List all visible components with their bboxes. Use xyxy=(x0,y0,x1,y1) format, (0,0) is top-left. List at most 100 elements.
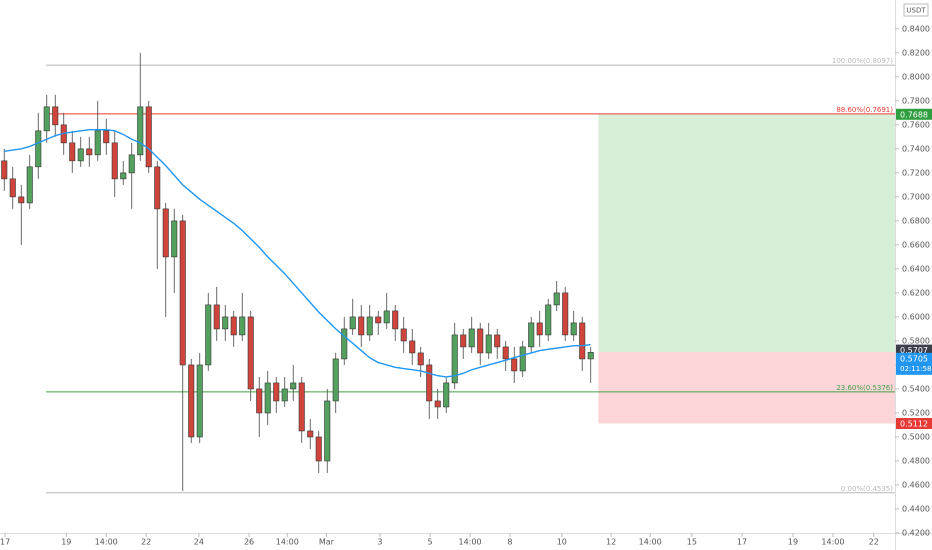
x-tick-label: 10 xyxy=(557,538,567,547)
candle-body xyxy=(247,316,254,390)
candle-body xyxy=(52,106,59,126)
y-tick-label: 0.6600 xyxy=(902,240,930,249)
candle-body xyxy=(315,436,322,462)
candle-body xyxy=(460,334,467,348)
fib-label: 0.00%(0.4535) xyxy=(841,485,893,493)
y-tick-label: 0.6800 xyxy=(902,216,930,225)
price-label: 0.7688 xyxy=(900,110,928,119)
x-tick-label: 17 xyxy=(737,538,747,547)
y-tick-label: 0.7000 xyxy=(902,192,930,201)
candle-body xyxy=(468,328,475,348)
x-tick-label: 19 xyxy=(61,538,71,547)
candle-body xyxy=(502,346,509,360)
candle-body xyxy=(545,304,552,336)
candle-body xyxy=(281,388,288,402)
candle-body xyxy=(69,142,76,162)
y-tick-label: 0.4800 xyxy=(902,456,930,465)
countdown: 02:11:58 xyxy=(900,365,931,373)
y-tick-label: 0.8400 xyxy=(902,24,930,33)
x-tick-label: 26 xyxy=(244,538,254,547)
candle-body xyxy=(426,364,433,402)
currency: USDT xyxy=(906,7,926,15)
y-tick-label: 0.5800 xyxy=(902,336,930,345)
y-tick-label: 0.6000 xyxy=(902,312,930,321)
x-tick-label: 12 xyxy=(606,538,616,547)
candle-body xyxy=(213,304,220,330)
x-tick-label: 14:00 xyxy=(276,538,299,547)
y-tick-label: 0.4400 xyxy=(902,504,930,513)
candle-body xyxy=(111,142,118,180)
y-tick-label: 0.7800 xyxy=(902,96,930,105)
candle-body xyxy=(171,220,178,258)
candle-body xyxy=(298,382,305,432)
candle-body xyxy=(324,400,331,462)
candle-body xyxy=(553,292,560,306)
y-tick-label: 0.7400 xyxy=(902,144,930,153)
x-tick-label: 3 xyxy=(377,538,382,547)
y-tick-label: 0.5200 xyxy=(902,408,930,417)
candle-body xyxy=(145,106,152,168)
candle-body xyxy=(400,328,407,342)
x-tick-label: 19 xyxy=(788,538,798,547)
candle-body xyxy=(188,364,195,438)
candle-body xyxy=(528,322,535,348)
y-tick-label: 0.6200 xyxy=(902,288,930,297)
candle-body xyxy=(375,316,382,324)
moving-average xyxy=(4,128,591,378)
candle-body xyxy=(494,334,501,348)
y-tick-label: 0.7200 xyxy=(902,168,930,177)
y-tick-label: 0.5400 xyxy=(902,384,930,393)
x-tick-label: Mar xyxy=(319,538,335,547)
candle-body xyxy=(128,154,135,174)
candle-body xyxy=(1,160,8,180)
candle-body xyxy=(290,382,297,390)
candle-body xyxy=(511,358,518,372)
candle-body xyxy=(392,310,399,330)
candle-body xyxy=(519,346,526,372)
candle-body xyxy=(341,328,348,360)
x-tick-label: 22 xyxy=(141,538,151,547)
candle-body xyxy=(35,130,42,168)
fib-label: 100.00%(0.8097) xyxy=(832,57,893,65)
x-tick-label: 14:00 xyxy=(458,538,481,547)
candle-body xyxy=(43,106,50,132)
candle-body xyxy=(587,352,594,360)
candle-body xyxy=(77,148,84,162)
candle-body xyxy=(222,316,229,330)
candle-body xyxy=(485,334,492,354)
price-label: 0.5112 xyxy=(900,420,928,429)
x-tick-label: 24 xyxy=(194,538,204,547)
x-tick-label: 17 xyxy=(0,538,10,547)
candle-body xyxy=(383,310,390,324)
price-label-box xyxy=(896,108,932,120)
candle-body xyxy=(239,316,246,336)
y-tick-label: 0.8200 xyxy=(902,48,930,57)
x-tick-label: 14:00 xyxy=(95,538,118,547)
fib-label: 23.60%(0.5376) xyxy=(836,384,893,392)
candle-body xyxy=(120,172,127,180)
candle-body xyxy=(307,430,314,438)
x-tick-label: 14:00 xyxy=(639,538,662,547)
x-tick-label: 8 xyxy=(507,538,512,547)
x-tick-label: 5 xyxy=(428,538,433,547)
fib-label: 88.60%(0.7691) xyxy=(836,106,893,114)
candle-body xyxy=(349,316,356,330)
currency-box xyxy=(903,3,929,17)
candle-body xyxy=(570,322,577,336)
candle-body xyxy=(332,358,339,402)
candle-body xyxy=(264,382,271,414)
candle-body xyxy=(86,148,93,156)
price-label-box xyxy=(896,418,932,430)
loss-zone xyxy=(598,352,895,424)
y-tick-label: 0.4600 xyxy=(902,480,930,489)
price-label-box xyxy=(896,344,932,356)
y-tick-label: 0.7600 xyxy=(902,120,930,129)
price-label: 0.5705 xyxy=(900,354,928,363)
candle-body xyxy=(94,130,101,156)
candle-body xyxy=(358,316,365,336)
candle-body xyxy=(103,130,110,144)
candle-body xyxy=(162,208,169,258)
y-tick-label: 0.4200 xyxy=(902,529,930,538)
candle-body xyxy=(18,196,25,204)
candle-body xyxy=(9,178,16,198)
